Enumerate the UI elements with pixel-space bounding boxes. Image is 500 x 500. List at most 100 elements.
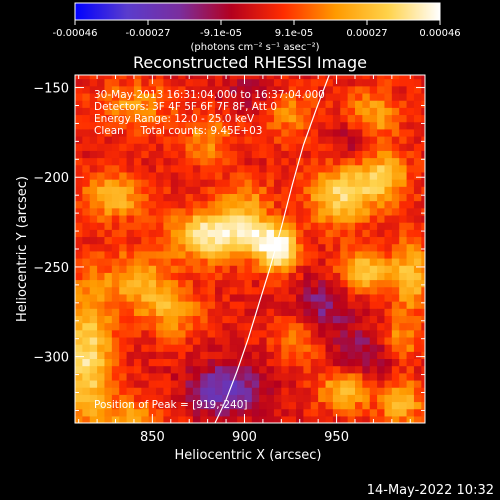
heatmap-cell (141, 100, 150, 108)
heatmap-cell (89, 301, 98, 309)
heatmap-cell (178, 351, 187, 360)
heatmap-cell (369, 379, 378, 388)
heatmap-cell (288, 394, 297, 403)
heatmap-cell (215, 279, 223, 288)
heatmap-cell (133, 229, 142, 238)
heatmap-cell (413, 344, 422, 352)
heatmap-cell (215, 315, 223, 324)
heatmap-cell (413, 415, 422, 423)
heatmap-cell (185, 200, 194, 209)
heatmap-cell (288, 171, 297, 180)
heatmap-cell (104, 236, 113, 245)
heatmap-cell (156, 135, 165, 144)
heatmap-cell (421, 329, 425, 338)
heatmap-cell (207, 394, 216, 403)
heatmap-cell (347, 272, 356, 281)
heatmap-cell (347, 214, 356, 223)
heatmap-cell (325, 107, 334, 116)
heatmap-cell (163, 322, 172, 331)
heatmap-cell (384, 207, 393, 216)
heatmap-cell (119, 265, 128, 273)
heatmap-cell (222, 171, 231, 180)
heatmap-cell (391, 229, 400, 238)
heatmap-cell (104, 401, 113, 410)
heatmap-cell (104, 164, 113, 173)
heatmap-cell (369, 200, 378, 209)
heatmap-cell (325, 344, 334, 352)
heatmap-cell (421, 315, 425, 324)
heatmap-cell (355, 243, 363, 252)
heatmap-cell (163, 329, 172, 338)
heatmap-cell (399, 207, 408, 216)
heatmap-cell (170, 75, 179, 80)
heatmap-cell (207, 107, 216, 116)
heatmap-cell (156, 171, 165, 180)
heatmap-cell (119, 143, 128, 151)
heatmap-cell (259, 408, 268, 417)
heatmap-cell (399, 257, 408, 266)
heatmap-cell (406, 272, 415, 281)
heatmap-cell (207, 293, 216, 302)
heatmap-cell (156, 92, 165, 101)
heatmap-cell (347, 75, 356, 80)
heatmap-cell (178, 85, 187, 94)
heatmap-cell (148, 372, 157, 381)
heatmap-cell (222, 336, 231, 345)
heatmap-cell (104, 128, 113, 137)
heatmap-cell (126, 207, 135, 216)
heatmap-cell (391, 286, 400, 295)
heatmap-cell (318, 272, 327, 281)
heatmap-cell (185, 157, 194, 166)
heatmap-cell (111, 128, 120, 137)
heatmap-cell (347, 379, 356, 388)
heatmap-cell (340, 200, 349, 209)
heatmap-cell (303, 344, 312, 352)
heatmap-cell (119, 351, 128, 360)
heatmap-cell (413, 128, 422, 137)
heatmap-cell (229, 114, 238, 123)
heatmap-cell (97, 286, 106, 295)
heatmap-cell (207, 229, 216, 238)
heatmap-cell (251, 286, 260, 295)
heatmap-cell (148, 121, 157, 130)
heatmap-cell (133, 351, 142, 360)
heatmap-cell (310, 236, 319, 245)
heatmap-cell (347, 229, 356, 238)
heatmap-cell (192, 308, 201, 316)
heatmap-cell (310, 408, 319, 417)
heatmap-cell (82, 387, 91, 395)
heatmap-cell (133, 193, 142, 202)
heatmap-cell (75, 85, 83, 94)
heatmap-cell (222, 236, 231, 245)
heatmap-cell (222, 179, 231, 187)
heatmap-cell (413, 358, 422, 367)
heatmap-cell (75, 200, 83, 209)
heatmap-cell (200, 135, 209, 144)
heatmap-cell (362, 279, 371, 288)
heatmap-cell (237, 387, 246, 395)
heatmap-cell (369, 121, 378, 130)
heatmap-cell (119, 372, 128, 381)
heatmap-cell (75, 344, 83, 352)
heatmap-cell (119, 394, 128, 403)
heatmap-cell (384, 358, 393, 367)
heatmap-cell (369, 229, 378, 238)
heatmap-cell (82, 415, 91, 423)
heatmap-cell (332, 279, 341, 288)
heatmap-cell (229, 229, 238, 238)
heatmap-cell (369, 222, 378, 230)
heatmap-cell (296, 272, 305, 281)
heatmap-cell (222, 265, 231, 273)
heatmap-cell (126, 143, 135, 151)
heatmap-cell (332, 315, 341, 324)
heatmap-cell (347, 243, 356, 252)
heatmap-cell (237, 243, 246, 252)
heatmap-cell (111, 265, 120, 273)
heatmap-cell (75, 408, 83, 417)
heatmap-cell (266, 75, 275, 80)
heatmap-cell (104, 408, 113, 417)
heatmap-cell (133, 114, 142, 123)
heatmap-cell (170, 344, 179, 352)
heatmap-cell (347, 179, 356, 187)
